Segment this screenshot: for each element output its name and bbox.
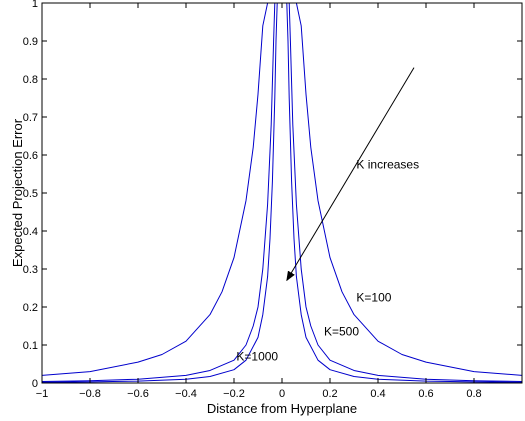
- y-tick-label: 0.8: [23, 74, 38, 86]
- x-tick-label: 0.6: [418, 388, 433, 400]
- x-tick-label: −1: [36, 388, 49, 400]
- y-axis-label: Expected Projection Error: [10, 118, 25, 267]
- y-tick-label: 0.6: [23, 150, 38, 162]
- x-tick-label: 0.8: [466, 388, 481, 400]
- x-tick-label: −0.4: [175, 388, 197, 400]
- x-tick-label: −0.2: [223, 388, 245, 400]
- annotation-k-500: K=500: [324, 325, 359, 339]
- x-tick-label: −0.6: [127, 388, 149, 400]
- y-tick-label: 0.1: [23, 340, 38, 352]
- y-tick-label: 0.3: [23, 264, 38, 276]
- y-tick-label: 0.5: [23, 188, 38, 200]
- increase-arrow: [286, 67, 415, 282]
- x-tick-label: −0.8: [79, 388, 101, 400]
- y-tick-label: 0.2: [23, 302, 38, 314]
- y-tick-label: 0: [32, 378, 38, 390]
- y-tick-label: 0.9: [23, 36, 38, 48]
- annotation-k-100: K=100: [356, 291, 391, 305]
- annotation-k-1000: K=1000: [236, 349, 278, 363]
- x-tick-label: 0.2: [322, 388, 337, 400]
- tick-layer: −1 −0.8 −0.6 −0.4 −0.2 0 0.2 0.4 0.6 0.8 0 0.1 0.2 0.…: [23, 0, 522, 400]
- x-axis-label: Distance from Hyperplane: [207, 401, 357, 416]
- annotation-k-increases: K increases: [356, 158, 419, 172]
- y-tick-label: 0.7: [23, 112, 38, 124]
- y-tick-label: 0.4: [23, 226, 38, 238]
- plot-background: [42, 3, 522, 383]
- x-tick-label: 0.4: [370, 388, 385, 400]
- annotation-layer: K=100 K=500 K=1000 K increases: [236, 67, 419, 363]
- x-tick-label: 0: [279, 388, 285, 400]
- y-tick-label: 1: [32, 0, 38, 10]
